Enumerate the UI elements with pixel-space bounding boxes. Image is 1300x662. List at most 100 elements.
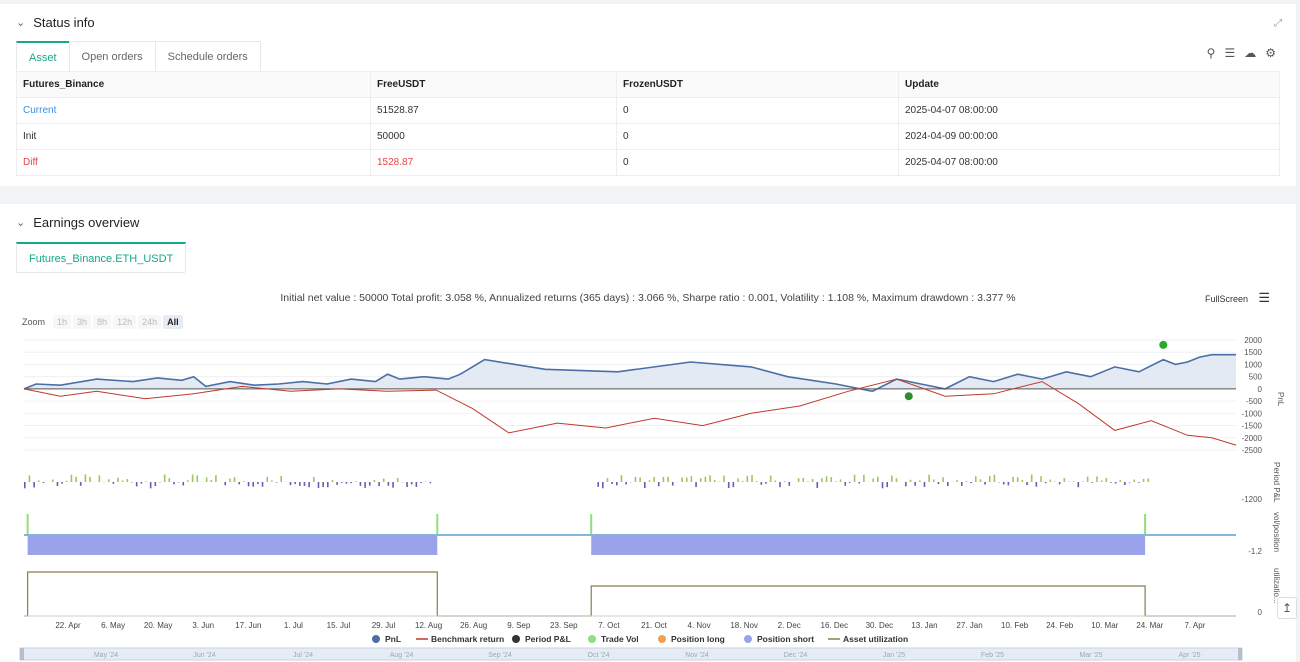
period-bar (858, 482, 861, 484)
period-bar (210, 479, 213, 482)
earnings-header[interactable]: ⌄ Earnings overview (16, 215, 139, 230)
x-tick-label: 24. Mar (1136, 621, 1163, 630)
period-tick-label: -1200 (1242, 495, 1263, 504)
vol-axis-label: vol/position (1272, 512, 1281, 552)
cell-update: 2025-04-07 08:00:00 (898, 97, 1280, 124)
period-bar (979, 479, 982, 482)
tab-schedule-orders[interactable]: Schedule orders (154, 41, 261, 71)
period-bar (807, 481, 809, 482)
period-bar (737, 478, 739, 482)
period-bar (1124, 482, 1126, 486)
status-tabs: Asset Open orders Schedule orders (16, 41, 261, 72)
period-bar (112, 482, 115, 484)
period-bar (755, 480, 758, 482)
tab-asset[interactable]: Asset (16, 41, 70, 71)
period-bar (1072, 481, 1075, 482)
pnl-tick-label: -1000 (1242, 409, 1263, 418)
period-bar (802, 477, 805, 482)
period-bar (1021, 480, 1024, 482)
chevron-down-icon[interactable]: ⌄ (16, 17, 26, 29)
period-bar (84, 474, 87, 482)
period-bar (877, 476, 879, 482)
period-bar (168, 478, 171, 482)
period-bar (271, 480, 273, 482)
position-short-block (591, 535, 1146, 555)
navigator-tick-label: Mar '25 (1079, 652, 1102, 659)
period-bar (345, 482, 348, 484)
pnl-line (23, 353, 1236, 393)
collapse-icon[interactable]: ⤢ (1274, 18, 1282, 29)
cloud-download-icon[interactable]: ☁ (1244, 46, 1257, 60)
period-bar (303, 482, 306, 486)
period-bar (135, 482, 138, 487)
period-bar (602, 482, 604, 489)
period-bar (98, 475, 101, 482)
pnl-area (24, 354, 1236, 392)
period-bar (257, 482, 259, 485)
earnings-chart[interactable]: 2000 1500 1000 500 0 -500 -1000 -1500 -2000 -2500… (0, 332, 1296, 662)
period-bar (821, 478, 823, 482)
x-tick-label: 30. Dec (866, 621, 894, 630)
period-bar (1133, 479, 1136, 482)
period-bar (1142, 478, 1145, 482)
zoom-12h[interactable]: 12h (113, 315, 137, 329)
earnings-chart-svg[interactable]: 2000 1500 1000 500 0 -500 -1000 -1500 -2000 -2500… (0, 332, 1296, 662)
x-tick-label: 1. Jul (284, 621, 303, 630)
period-bar (1058, 482, 1061, 485)
period-bar (662, 476, 665, 482)
x-tick-label: 10. Feb (1001, 621, 1029, 630)
period-bar (327, 482, 329, 488)
period-bar (261, 482, 264, 487)
period-bar (364, 482, 366, 488)
row-label-init: Init (16, 123, 371, 150)
period-bar (107, 479, 110, 482)
navigator-tick-label: Jun '24 (193, 652, 215, 659)
x-tick-label: 4. Nov (688, 621, 711, 630)
period-bar (923, 482, 926, 487)
gear-icon[interactable]: ⚙ (1265, 46, 1276, 60)
x-tick-label: 2. Dec (778, 621, 801, 630)
period-bar (56, 482, 59, 486)
list-icon[interactable]: ☰ (1224, 46, 1236, 60)
column-header: FreeUSDT (370, 71, 617, 98)
cell-frozen: 0 (616, 149, 899, 176)
period-bar (643, 482, 646, 489)
period-bar (294, 482, 296, 484)
zoom-1h[interactable]: 1h (53, 315, 72, 329)
period-bar (853, 474, 856, 482)
period-bar (606, 478, 609, 482)
x-tick-label: 20. May (144, 621, 172, 630)
period-bar (117, 477, 119, 482)
period-bar (378, 482, 380, 487)
zoom-all[interactable]: All (163, 315, 183, 329)
zoom-3h[interactable]: 3h (73, 315, 92, 329)
period-bar (639, 477, 641, 482)
pnl-tick-label: 500 (1249, 373, 1263, 382)
navigator-tick-label: Apr '25 (1179, 652, 1201, 659)
period-bar (33, 482, 35, 488)
legend-item: PnL (385, 634, 401, 644)
period-bar (61, 482, 63, 484)
period-bar (243, 481, 245, 482)
tab-futures-eth-usdt[interactable]: Futures_Binance.ETH_USDT (16, 242, 187, 272)
x-tick-label: 3. Jun (192, 621, 214, 630)
zoom-24h[interactable]: 24h (138, 315, 162, 329)
tab-open-orders[interactable]: Open orders (68, 41, 156, 71)
period-bar (1110, 482, 1112, 483)
period-bar (704, 476, 707, 482)
x-tick-label: 13. Jan (911, 621, 937, 630)
zoom-8h[interactable]: 8h (93, 315, 112, 329)
hamburger-menu-icon[interactable]: ☰ (1258, 290, 1270, 305)
search-icon[interactable]: ⚲ (1206, 46, 1216, 60)
period-bar (713, 479, 716, 482)
period-bar (65, 480, 68, 482)
fullscreen-button[interactable]: FullScreen (1204, 294, 1248, 304)
scroll-to-top-button[interactable]: ↥ (1277, 597, 1297, 619)
chevron-down-icon[interactable]: ⌄ (16, 217, 26, 229)
period-bar (1002, 482, 1005, 485)
period-bar (247, 482, 250, 487)
status-info-header[interactable]: ⌄ Status info (16, 15, 95, 30)
period-bar (667, 476, 669, 482)
period-bar (620, 475, 623, 482)
cell-update: 2025-04-07 08:00:00 (898, 149, 1280, 176)
